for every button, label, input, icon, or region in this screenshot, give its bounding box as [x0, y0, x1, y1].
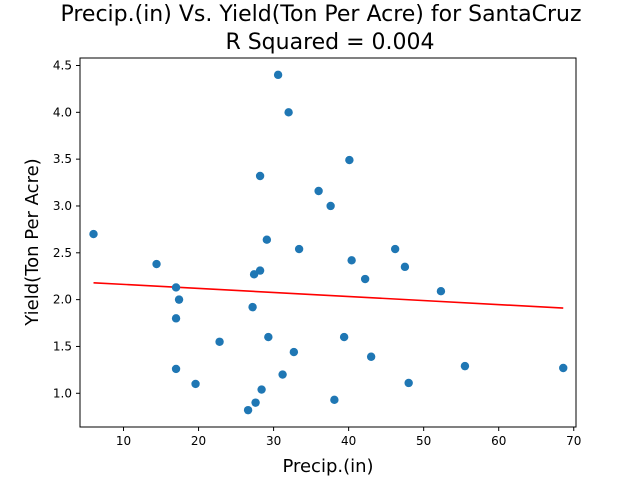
- data-point: [559, 363, 568, 373]
- y-axis-ticks: 1.0 1.5 2.0 2.5 3.0 3.5 4.0 4.5: [53, 58, 80, 400]
- data-point: [152, 259, 161, 269]
- y-tick-label: 3.5: [53, 152, 72, 166]
- data-point: [400, 262, 410, 272]
- data-point: [390, 244, 400, 254]
- x-tick-label: 70: [566, 434, 581, 448]
- data-point: [248, 302, 257, 312]
- data-point: [255, 171, 265, 181]
- data-point: [171, 314, 181, 323]
- x-tick-label: 10: [116, 434, 131, 448]
- data-point: [330, 395, 339, 405]
- data-point: [249, 270, 259, 279]
- data-point: [251, 398, 260, 407]
- data-point: [436, 287, 446, 296]
- x-tick-label: 20: [191, 434, 206, 448]
- data-point: [264, 332, 273, 342]
- y-tick-label: 3.0: [53, 199, 72, 213]
- chart-title: Precip.(in) Vs. Yield(Ton Per Acre) for …: [60, 2, 581, 27]
- data-point: [215, 337, 224, 346]
- data-point: [278, 370, 287, 379]
- scatter-points: [89, 70, 568, 415]
- data-point: [347, 256, 356, 265]
- x-tick-label: 40: [341, 434, 356, 448]
- data-point: [171, 283, 181, 292]
- data-point: [89, 229, 98, 239]
- data-point: [284, 108, 293, 117]
- regression-line-layer: [93, 281, 564, 309]
- y-tick-label: 4.0: [53, 105, 72, 119]
- x-tick-label: 50: [416, 434, 431, 448]
- data-point: [314, 186, 323, 196]
- y-axis-label: Yield(Ton Per Acre): [22, 158, 43, 326]
- data-point: [339, 332, 349, 342]
- y-tick-label: 2.5: [53, 246, 72, 260]
- x-tick-label: 60: [491, 434, 506, 448]
- data-point: [257, 385, 266, 394]
- data-point: [174, 295, 184, 304]
- plot-frame: [79, 57, 577, 428]
- data-point: [345, 155, 354, 165]
- data-point: [255, 266, 265, 275]
- data-point: [171, 364, 181, 374]
- y-tick-label: 1.5: [53, 339, 72, 353]
- data-point: [460, 361, 470, 371]
- regression-line: [93, 281, 564, 309]
- x-tick-label: 30: [266, 434, 281, 448]
- x-axis-label: Precip.(in): [282, 456, 373, 477]
- chart-subtitle: R Squared = 0.004: [225, 30, 434, 55]
- data-point: [243, 405, 253, 415]
- data-point: [191, 379, 200, 389]
- data-point: [366, 352, 376, 361]
- data-point: [289, 347, 299, 357]
- data-point: [294, 244, 304, 254]
- data-point: [262, 235, 272, 244]
- data-point: [273, 70, 283, 80]
- x-axis-ticks: 10 20 30 40 50 60 70: [116, 427, 581, 448]
- y-tick-label: 4.5: [53, 58, 72, 72]
- data-point: [360, 274, 370, 284]
- data-point: [404, 378, 413, 388]
- y-tick-label: 1.0: [53, 386, 72, 400]
- y-tick-label: 2.0: [53, 293, 72, 307]
- data-point: [326, 201, 335, 211]
